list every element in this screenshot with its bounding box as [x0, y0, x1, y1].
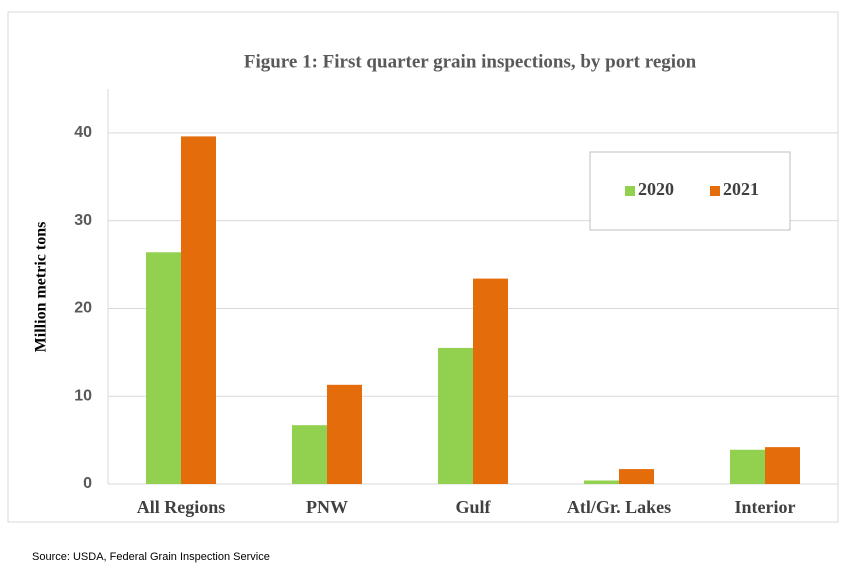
y-tick-label: 10: [74, 387, 92, 404]
legend-swatch: [625, 186, 635, 196]
x-tick-label: All Regions: [137, 497, 226, 517]
legend-swatch: [710, 186, 720, 196]
bar: [765, 447, 800, 484]
x-tick-label: Atl/Gr. Lakes: [567, 497, 671, 517]
bar: [473, 278, 508, 484]
bar: [619, 469, 654, 484]
y-tick-label: 40: [74, 124, 92, 141]
x-tick-label: Gulf: [455, 497, 491, 517]
x-tick-label: PNW: [306, 497, 348, 517]
bar: [292, 425, 327, 484]
y-tick-label: 0: [83, 475, 92, 492]
y-tick-label: 30: [74, 212, 92, 229]
chart-title: Figure 1: First quarter grain inspection…: [244, 51, 697, 72]
bar: [181, 136, 216, 484]
bar: [584, 480, 619, 484]
bar: [146, 252, 181, 484]
source-note: Source: USDA, Federal Grain Inspection S…: [32, 551, 270, 563]
chart-border: [7, 11, 839, 523]
y-tick-label: 20: [74, 300, 92, 317]
bar: [327, 384, 362, 484]
bar: [730, 449, 765, 484]
bar: [438, 347, 473, 484]
x-tick-label: Interior: [735, 497, 796, 517]
legend-box: [589, 151, 791, 231]
y-axis-label: Million metric tons: [33, 222, 50, 353]
legend-label: 2021: [723, 179, 759, 199]
legend-label: 2020: [638, 179, 674, 199]
